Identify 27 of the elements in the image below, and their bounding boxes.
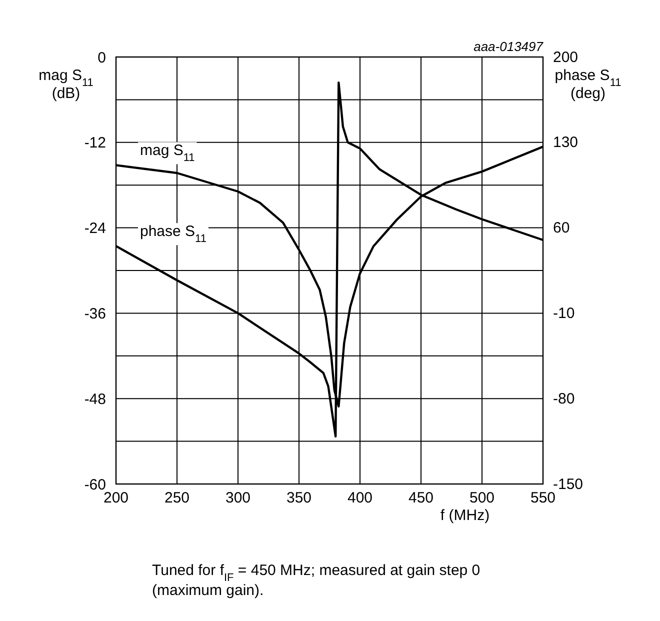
y2-tick-label: -80 bbox=[553, 390, 575, 408]
text: aaa-013497 bbox=[474, 39, 544, 54]
series-label: phase S$_{11}$ bbox=[140, 223, 206, 246]
y2-tick-label: -150 bbox=[553, 476, 584, 493]
y-tick-label: -12 bbox=[84, 134, 106, 152]
x-tick-label: 550 bbox=[530, 490, 556, 507]
y2-tick-label: -10 bbox=[553, 305, 575, 322]
series-label: mag S$_{11}$ bbox=[140, 142, 195, 164]
x-axis-title: f (MHz) bbox=[440, 507, 490, 524]
x-tick-label: 200 bbox=[103, 490, 129, 507]
x-tick-label: 350 bbox=[286, 490, 312, 507]
text: Tuned for f$_{IF}$ = 450 MHz; measured at gain step 0 (maximum gain). bbox=[152, 562, 480, 599]
y-tick-label: -24 bbox=[84, 220, 106, 238]
x-tick-label: 400 bbox=[347, 490, 373, 507]
y-axis-title: mag S$_{11}$ (dB) bbox=[38, 67, 94, 102]
y-tick-label: -48 bbox=[84, 390, 106, 408]
x-tick-label: 500 bbox=[469, 490, 495, 507]
y-tick-label: -60 bbox=[84, 476, 106, 494]
y2-axis-title: phase S$_{11}$ (deg) bbox=[554, 67, 622, 102]
x-tick-label: 250 bbox=[164, 490, 190, 507]
y2-tick-label: 130 bbox=[553, 134, 578, 152]
y-tick-label: 0 bbox=[98, 49, 106, 66]
y2-tick-label: 200 bbox=[553, 48, 578, 66]
y-tick-label: -36 bbox=[84, 305, 106, 322]
x-tick-label: 450 bbox=[408, 490, 434, 507]
y2-tick-label: 60 bbox=[553, 220, 570, 237]
x-tick-label: 300 bbox=[225, 490, 251, 507]
